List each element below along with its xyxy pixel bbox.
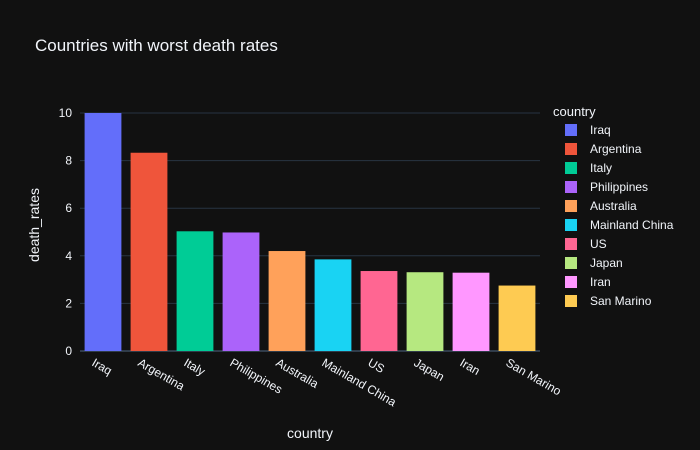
legend-swatch (565, 200, 577, 212)
legend-label: Iraq (590, 123, 611, 137)
y-tick-label: 2 (65, 296, 72, 310)
legend[interactable]: Iraq Argentina Italy Philippines Australia Ma… (565, 123, 674, 308)
legend-label: Argentina (590, 142, 642, 156)
bar-italy[interactable] (176, 231, 214, 351)
x-tick-label: Japan (412, 355, 447, 383)
legend-item-argentina[interactable]: Argentina (565, 142, 642, 156)
legend-swatch (565, 124, 577, 136)
legend-label: Iran (590, 275, 611, 289)
legend-label: Japan (590, 256, 623, 270)
legend-label: Italy (590, 161, 612, 175)
x-tick-label: Argentina (136, 355, 188, 393)
x-tick-label: US (366, 355, 387, 375)
legend-label: Philippines (590, 180, 648, 194)
bar-australia[interactable] (268, 251, 306, 351)
legend-label: US (590, 237, 607, 251)
legend-label: Australia (590, 199, 637, 213)
legend-item-australia[interactable]: Australia (565, 199, 637, 213)
x-axis-title: country (287, 425, 333, 441)
y-tick-labels: 0 2 4 6 8 10 (59, 106, 73, 358)
legend-swatch (565, 295, 577, 307)
bar-philippines[interactable] (222, 232, 260, 351)
legend-item-san-marino[interactable]: San Marino (565, 294, 652, 308)
y-tick-label: 8 (65, 154, 72, 168)
bar-japan[interactable] (406, 272, 444, 351)
legend-title: country (553, 104, 596, 119)
x-tick-label: San Marino (504, 355, 564, 398)
legend-swatch (565, 181, 577, 193)
bar-us[interactable] (360, 271, 398, 351)
y-tick-label: 6 (65, 201, 72, 215)
legend-swatch (565, 257, 577, 269)
legend-swatch (565, 276, 577, 288)
legend-item-japan[interactable]: Japan (565, 256, 623, 270)
y-tick-label: 0 (65, 344, 72, 358)
legend-swatch (565, 238, 577, 250)
bar-san-marino[interactable] (498, 285, 536, 351)
bars (84, 113, 536, 351)
legend-label: San Marino (590, 294, 652, 308)
x-tick-label: Iran (458, 355, 483, 377)
bar-iran[interactable] (452, 272, 490, 351)
bar-argentina[interactable] (130, 152, 168, 351)
chart-title: Countries with worst death rates (35, 36, 278, 55)
x-tick-label: Iraq (90, 355, 115, 377)
legend-label: Mainland China (590, 218, 674, 232)
legend-item-mainland-china[interactable]: Mainland China (565, 218, 674, 232)
legend-item-us[interactable]: US (565, 237, 607, 251)
legend-swatch (565, 162, 577, 174)
legend-swatch (565, 143, 577, 155)
y-tick-label: 4 (65, 249, 72, 263)
bar-iraq[interactable] (84, 113, 122, 351)
legend-item-philippines[interactable]: Philippines (565, 180, 648, 194)
x-tick-label: Italy (182, 355, 208, 378)
legend-item-italy[interactable]: Italy (565, 161, 612, 175)
bar-mainland-china[interactable] (314, 259, 352, 351)
legend-item-iraq[interactable]: Iraq (565, 123, 611, 137)
legend-swatch (565, 219, 577, 231)
y-axis-title: death_rates (26, 188, 42, 262)
legend-item-iran[interactable]: Iran (565, 275, 611, 289)
y-tick-label: 10 (59, 106, 73, 120)
